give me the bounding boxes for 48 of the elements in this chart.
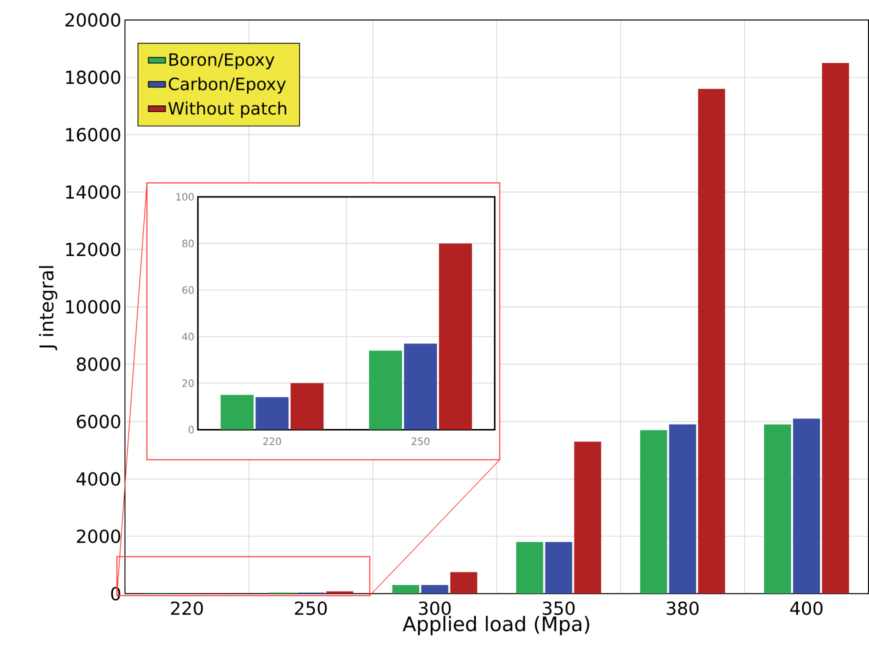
x-tick-label: 300 [418, 602, 451, 616]
x-axis-title: Applied load (Mpa) [402, 616, 590, 636]
x-tick-label: 380 [666, 602, 699, 616]
y-tick-label: 4000 [76, 472, 120, 486]
y-tick-label: 16000 [66, 128, 120, 142]
y-tick-label: 8000 [76, 358, 120, 372]
bar [439, 244, 472, 430]
y-tick-label: 80 [182, 240, 194, 248]
x-tick-label: 220 [171, 602, 203, 616]
x-tick-label: 250 [412, 438, 430, 446]
y-tick-label: 60 [182, 286, 194, 294]
bar [574, 442, 602, 594]
bar [404, 344, 438, 430]
legend-label: Without patch [168, 102, 286, 118]
bar [220, 395, 254, 430]
legend-label: Carbon/Epoxy [168, 77, 286, 94]
bar [669, 424, 696, 594]
bar [290, 383, 324, 430]
x-tick-label: 400 [790, 602, 823, 616]
bar [640, 430, 668, 594]
x-tick-label: 350 [542, 602, 575, 616]
y-tick-label: 10000 [66, 300, 120, 314]
y-tick-label: 100 [176, 193, 194, 201]
y-tick-label: 0 [188, 426, 194, 434]
y-tick-label: 40 [182, 332, 194, 341]
y-axis-title: J integral [38, 266, 58, 350]
y-tick-label: 0 [111, 587, 120, 601]
y-tick-label: 14000 [66, 185, 120, 200]
y-tick-label: 2000 [76, 530, 120, 544]
bar [369, 350, 402, 430]
bar [392, 585, 420, 594]
bar [450, 572, 478, 594]
bar [822, 63, 850, 594]
y-tick-label: 20 [182, 380, 194, 388]
bar [545, 542, 572, 594]
x-tick-label: 220 [263, 438, 281, 446]
bar [421, 585, 448, 594]
bar [256, 397, 289, 430]
y-tick-label: 20000 [65, 13, 120, 27]
y-tick-label: 12000 [66, 242, 120, 256]
y-tick-label: 6000 [76, 414, 120, 429]
legend-label: Boron/Epoxy [169, 54, 274, 70]
bar [793, 418, 820, 594]
y-tick-label: 18000 [66, 70, 120, 84]
bar [516, 542, 544, 594]
bar [764, 424, 792, 594]
bar [698, 89, 726, 594]
x-tick-label: 250 [294, 602, 327, 616]
